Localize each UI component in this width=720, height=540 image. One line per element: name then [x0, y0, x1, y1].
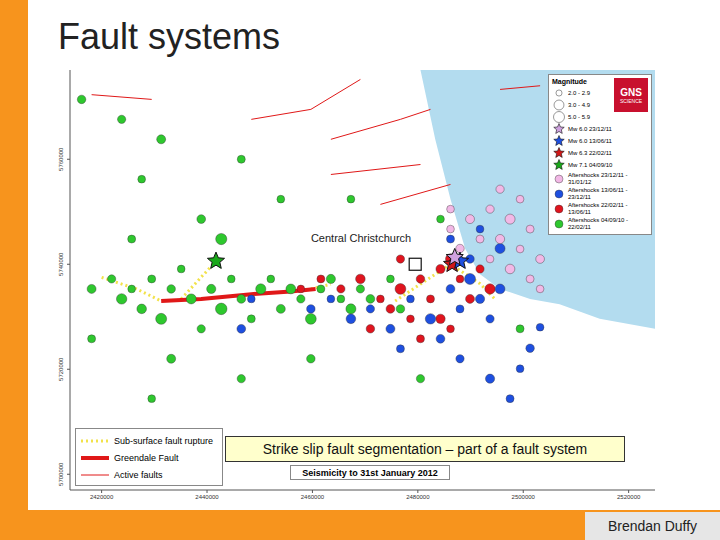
svg-text:2460000: 2460000	[301, 494, 325, 500]
html-text:Aftershocks 04/09/10 - 22/02/1: Aftershocks 04/09/10 - 22/02/11	[568, 217, 628, 230]
svg-text:2520000: 2520000	[617, 494, 641, 500]
html-text:Mw 6.0 23/12/11: Mw 6.0 23/12/11	[568, 126, 612, 132]
html-text:Aftershocks 22/02/11 - 13/06/1: Aftershocks 22/02/11 - 13/06/11	[568, 202, 628, 215]
html-text:5.0 - 5.9: 5.0 - 5.9	[568, 114, 590, 120]
svg-text:2480000: 2480000	[406, 494, 430, 500]
html-text:Mw 7.1 04/09/10: Mw 7.1 04/09/10	[568, 162, 613, 168]
svg-text:5700000: 5700000	[58, 462, 64, 486]
html-text:Aftershocks 23/12/11 - 31/01/1: Aftershocks 23/12/11 - 31/01/12	[568, 172, 628, 185]
html-text:GNS: GNS	[620, 86, 642, 98]
html-text:Mw 6.0 13/06/11: Mw 6.0 13/06/11	[568, 138, 612, 144]
svg-text:5740000: 5740000	[58, 252, 64, 276]
svg-text:Central Christchurch: Central Christchurch	[311, 232, 411, 244]
html-text:Seismicity to 31st January 201: Seismicity to 31st January 2012	[302, 467, 438, 478]
svg-text:2500000: 2500000	[512, 494, 536, 500]
html-text:SCIENCE: SCIENCE	[619, 97, 643, 104]
html-text:2.0 - 2.9: 2.0 - 2.9	[568, 90, 590, 96]
html-text:Fault systems: Fault systems	[58, 16, 280, 57]
svg-text:2440000: 2440000	[195, 494, 219, 500]
html-text:Brendan Duffy: Brendan Duffy	[607, 518, 698, 534]
html-text:Sub-surface fault rupture: Sub-surface fault rupture	[114, 435, 214, 446]
svg-text:2420000: 2420000	[90, 494, 114, 500]
html-text:3.0 - 4.9: 3.0 - 4.9	[568, 102, 590, 108]
html-text:Greendale Fault: Greendale Fault	[114, 452, 179, 463]
html-text:Strike slip fault segmentation: Strike slip fault segmentation – part of…	[262, 441, 588, 457]
html-text:Magnitude: Magnitude	[552, 78, 587, 85]
html-text:Mw 6.3 22/02/11: Mw 6.3 22/02/11	[568, 150, 612, 156]
svg-text:5720000: 5720000	[58, 357, 64, 381]
html-text:Aftershocks 13/06/11 - 23/12/1: Aftershocks 13/06/11 - 23/12/11	[568, 187, 628, 200]
svg-text:5760000: 5760000	[58, 147, 64, 171]
html-text:Active faults: Active faults	[114, 469, 163, 480]
